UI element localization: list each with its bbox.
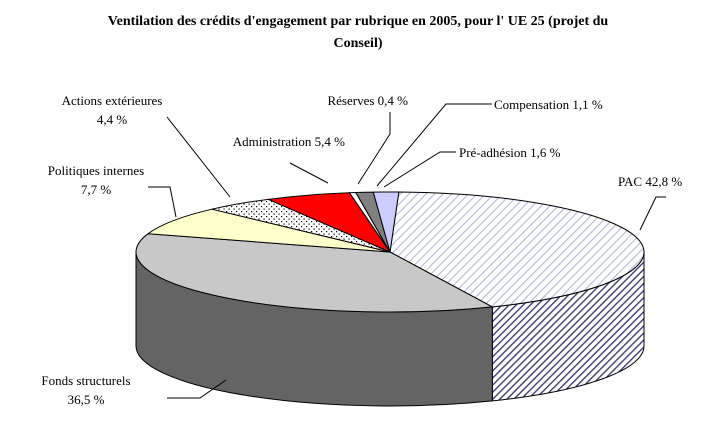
- pie-slice-pr-adh-sion: [372, 191, 400, 253]
- chart-title-line-2: Conseil): [334, 36, 383, 51]
- slice-label-pac: PAC 42,8 %: [618, 174, 682, 189]
- slice-label-compensation: Compensation 1,1 %: [494, 97, 603, 112]
- slice-label-actions-ext-rieures-line-2: 4,4 %: [97, 112, 128, 127]
- pie-slice-fonds-structurels: [135, 233, 495, 313]
- pie-slice-politiques-internes: [146, 208, 391, 253]
- pie-sides: [135, 251, 645, 407]
- slice-label-pr-adh-sion: Pré-adhésion 1,6 %: [459, 145, 561, 160]
- pie-slice-pac: [389, 191, 645, 308]
- slice-label-r-serves: Réserves 0,4 %: [327, 93, 408, 108]
- leader-line-actions-ext-rieures: [166, 116, 231, 198]
- leader-line-pr-adh-sion: [383, 151, 456, 188]
- leader-line-r-serves: [357, 112, 391, 185]
- pie-tops: [135, 191, 645, 313]
- slice-label-politiques-internes-line-2: 7,7 %: [81, 182, 112, 197]
- slice-label-actions-ext-rieures-line-1: Actions extérieures: [62, 93, 163, 108]
- chart-title-line-1: Ventilation des crédits d'engagement par…: [108, 14, 609, 29]
- leader-line-administration: [289, 162, 329, 184]
- leader-line-fonds-structurels: [167, 379, 227, 399]
- slice-label-politiques-internes-line-1: Politiques internes: [48, 163, 144, 178]
- slice-label-fonds-structurels-line-2: 36,5 %: [68, 392, 105, 407]
- leader-line-compensation: [376, 103, 492, 187]
- slice-labels: PAC 42,8 % Fonds structurels 36,5 % Politiq…: [41, 93, 682, 407]
- leader-line-politiques-internes: [148, 186, 177, 218]
- slice-label-administration: Administration 5,4 %: [233, 134, 345, 149]
- leader-line-pac: [639, 196, 666, 231]
- slice-label-fonds-structurels-line-1: Fonds structurels: [41, 373, 130, 388]
- label-leader-lines: [148, 103, 666, 399]
